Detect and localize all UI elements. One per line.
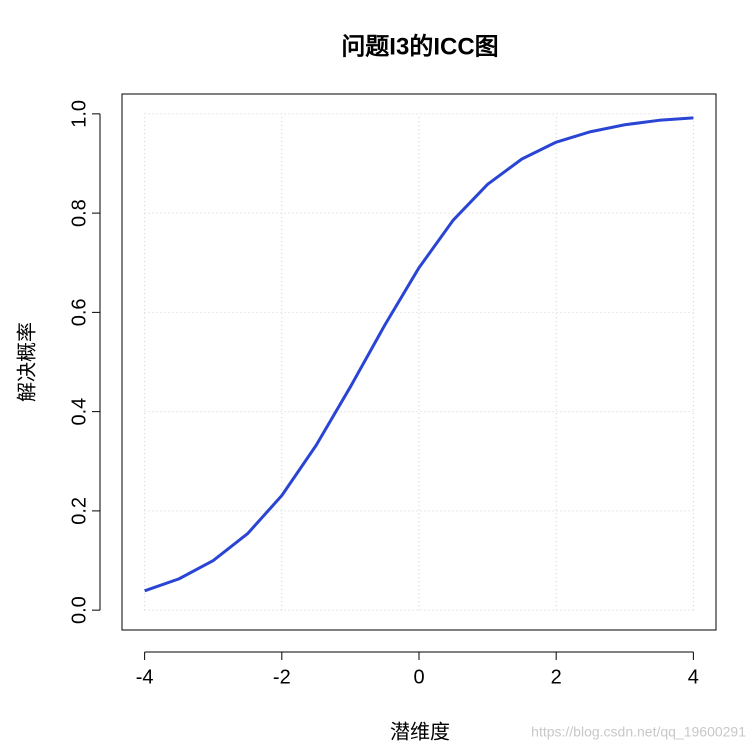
line bbox=[144, 116, 694, 593]
y-tick-label: 1.0 bbox=[68, 100, 90, 128]
y-tick-label: 0.2 bbox=[68, 497, 90, 525]
chart-title: 问题I3的ICC图 bbox=[341, 32, 498, 60]
x-tick-label: 4 bbox=[688, 666, 699, 688]
y-tick-label: 0.4 bbox=[68, 398, 90, 426]
x-axis-label: 潜维度 bbox=[390, 720, 450, 743]
plot-frame bbox=[121, 93, 717, 631]
x-tick-label: 0 bbox=[413, 666, 424, 688]
watermark: https://blog.csdn.net/qq_19600291 bbox=[531, 724, 746, 740]
y-tick-label: 0.6 bbox=[68, 298, 90, 326]
y-axis-label: 解决概率 bbox=[15, 322, 38, 402]
y-tick-label: 0.0 bbox=[68, 596, 90, 624]
x-tick-label: -4 bbox=[136, 666, 154, 688]
y-tick-label: 0.8 bbox=[68, 199, 90, 227]
x-tick-label: 2 bbox=[551, 666, 562, 688]
x-tick-label: -2 bbox=[273, 666, 291, 688]
